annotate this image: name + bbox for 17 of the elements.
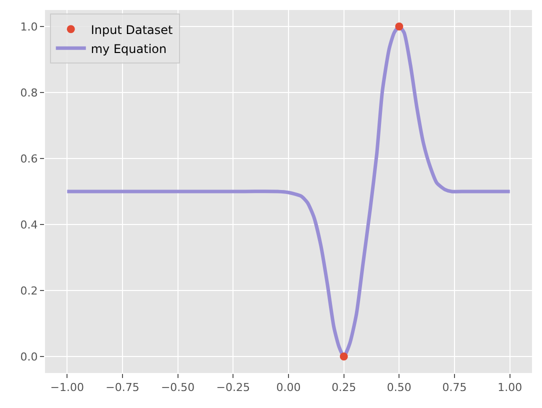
x-tick-label: 0.75 (442, 381, 467, 394)
x-tick-label: −1.00 (50, 381, 84, 394)
y-tick-label: 0.0 (20, 350, 38, 364)
legend-label: my Equation (90, 42, 167, 56)
x-tick-label: −0.50 (160, 381, 195, 394)
x-tick-label: −0.25 (216, 381, 250, 394)
x-tick-label: 1.00 (498, 381, 522, 394)
x-tick-label: 0.25 (332, 381, 356, 394)
x-tick-label: −0.75 (106, 381, 140, 394)
x-tick-label: 0.50 (386, 381, 412, 394)
y-tick-label: 0.8 (20, 86, 38, 100)
x-tick-label: 0.00 (276, 381, 301, 394)
y-tick-label: 0.4 (20, 218, 38, 232)
y-tick-label: 1.0 (20, 20, 38, 34)
legend-label: Input Dataset (90, 22, 174, 37)
y-tick-label: 0.2 (20, 284, 38, 298)
y-tick-label: 0.6 (20, 152, 38, 166)
